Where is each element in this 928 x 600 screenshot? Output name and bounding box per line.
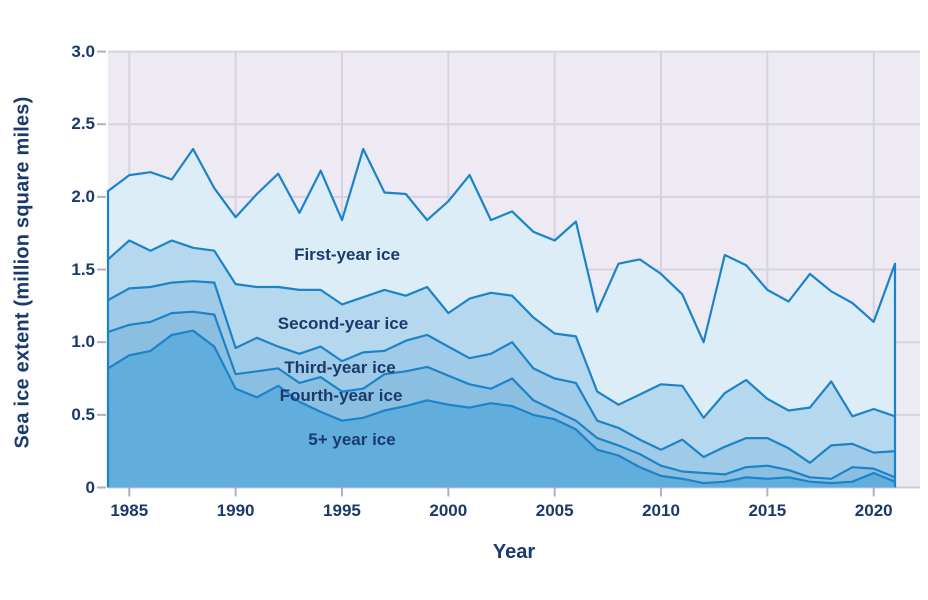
x-tick-label: 2000 [429, 501, 468, 520]
band-label-second-year: Second-year ice [277, 314, 409, 333]
x-tick-label: 2015 [748, 501, 787, 520]
x-tick-label: 2005 [535, 501, 574, 520]
y-tick-label: 0 [85, 477, 95, 497]
y-tick-label: 1.5 [71, 259, 95, 279]
boundary-line [106, 329, 897, 485]
y-axis-title: Sea ice extent (million square miles) [11, 96, 34, 449]
band-label-third-year: Third-year ice [284, 358, 396, 377]
y-tick-label: 1.0 [71, 332, 95, 352]
x-tick-label: 1990 [216, 501, 255, 520]
boundary-line [106, 239, 897, 419]
x-tick-label: 1985 [110, 501, 149, 520]
y-tick-label: 3.0 [71, 41, 95, 61]
y-tick-label: 0.5 [71, 404, 95, 424]
band-second-year-ice [108, 240, 895, 463]
x-tick-label: 1995 [323, 501, 361, 520]
band-5-year-ice [108, 330, 895, 488]
boundary-line [106, 280, 897, 464]
x-tick-label: 2020 [854, 501, 893, 520]
x-tick-label: 2010 [642, 501, 680, 520]
boundary-line [106, 147, 897, 344]
y-tick-label: 2.5 [71, 114, 95, 134]
band-label-fourth-year: Fourth-year ice [279, 386, 403, 405]
band-label-five-plus-year: 5+ year ice [308, 430, 396, 449]
band-third-year-ice [108, 281, 895, 479]
x-axis-title: Year [492, 541, 536, 563]
band-first-year-ice [108, 149, 895, 418]
boundary-line [106, 310, 897, 480]
y-tick-label: 2.0 [71, 186, 95, 206]
band-label-first-year: First-year ice [294, 245, 400, 264]
band-fourth-year-ice [108, 311, 895, 484]
